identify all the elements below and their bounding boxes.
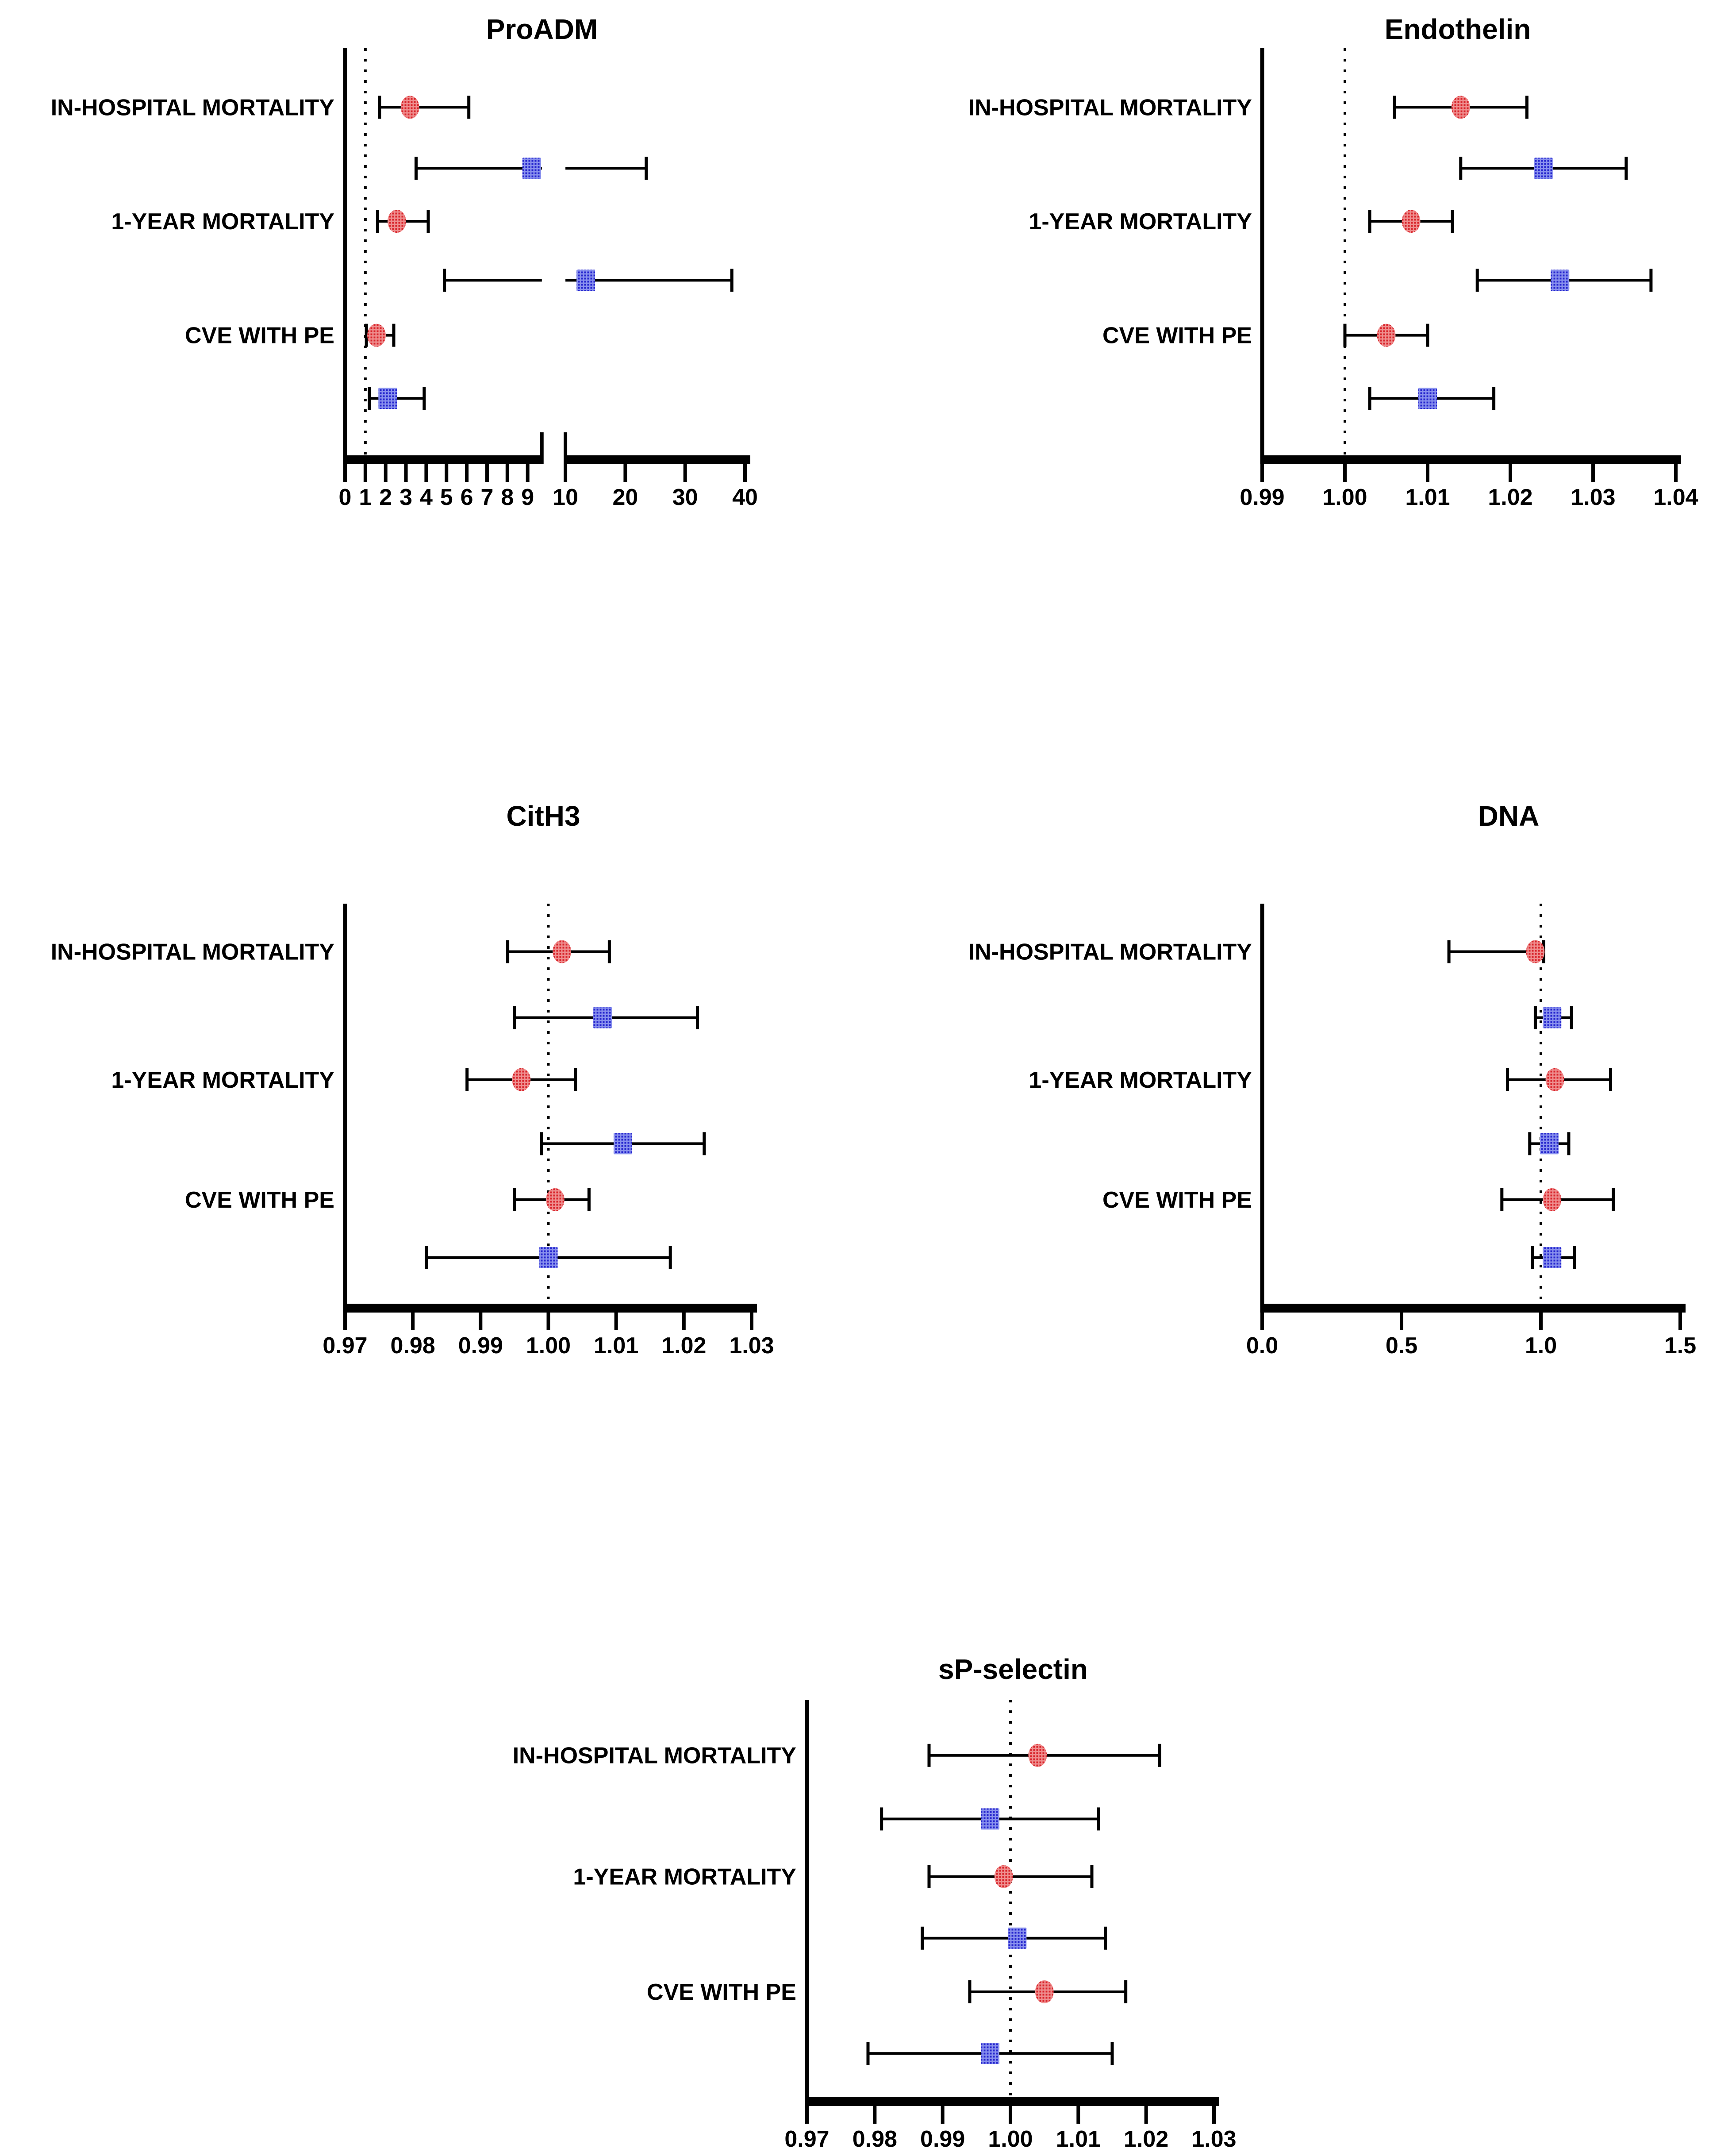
x-tick-label: 1.04 <box>1653 485 1698 510</box>
category-label: 1-YEAR MORTALITY <box>111 209 334 235</box>
x-tick-label: 1.00 <box>526 1333 571 1359</box>
marker-blue-square <box>1418 388 1437 409</box>
x-tick-label: 0.98 <box>391 1333 435 1359</box>
marker-blue-square <box>1008 1927 1027 1949</box>
marker-blue-square <box>981 1808 999 1830</box>
forest-plot-dna: 0.0 0.5 1.0 1.5 IN-HOSPITAL MORTALITY 1-YEAR … <box>968 904 1696 1359</box>
x-tick-label: 20 <box>612 485 638 510</box>
x-tick-label: 3 <box>399 485 412 510</box>
category-label: 1-YEAR MORTALITY <box>1029 1067 1252 1093</box>
x-tick-label: 2 <box>379 485 392 510</box>
x-tick-label: 0.5 <box>1386 1333 1417 1359</box>
marker-blue-square <box>1543 1007 1562 1028</box>
plot-title-cith3: CitH3 <box>506 800 580 832</box>
marker-red-circle <box>1543 1188 1562 1211</box>
x-tick-label: 0.99 <box>1240 485 1284 510</box>
marker-red-circle <box>400 96 419 119</box>
category-label: 1-YEAR MORTALITY <box>111 1067 334 1093</box>
forest-plot-proadm: 0 1 2 3 4 5 6 7 8 9 10 20 30 40 IN-HOSPITAL MORTALITY 1… <box>51 48 758 510</box>
x-tick-label: 0.97 <box>784 2126 829 2152</box>
x-tick-label: 1.01 <box>1056 2126 1101 2152</box>
category-label: IN-HOSPITAL MORTALITY <box>513 1743 796 1769</box>
marker-blue-square <box>1543 1247 1562 1269</box>
x-tick-label: 7 <box>481 485 494 510</box>
category-label: IN-HOSPITAL MORTALITY <box>968 939 1252 965</box>
x-tick-label: 40 <box>732 485 758 510</box>
x-tick-label: 10 <box>553 485 578 510</box>
marker-red-circle <box>1035 1980 1054 2004</box>
x-tick-label: 1.0 <box>1525 1333 1557 1359</box>
x-tick-label: 8 <box>501 485 514 510</box>
x-tick-label: 1 <box>359 485 372 510</box>
x-tick-label: 1.01 <box>594 1333 638 1359</box>
x-tick-label: 0.99 <box>458 1333 503 1359</box>
marker-blue-square <box>1540 1133 1559 1155</box>
x-tick-label: 1.03 <box>729 1333 774 1359</box>
category-label: CVE WITH PE <box>185 1187 334 1213</box>
category-label: 1-YEAR MORTALITY <box>1029 209 1252 235</box>
forest-plot-endothelin: 0.99 1.00 1.01 1.02 1.03 1.04 IN-HOSPITAL MORT… <box>968 48 1698 510</box>
marker-blue-square <box>613 1133 632 1155</box>
category-label: IN-HOSPITAL MORTALITY <box>968 95 1252 120</box>
forest-plot-spselectin: 0.97 0.98 0.99 1.00 1.01 1.02 1.03 IN-HOSPITAL … <box>513 1700 1237 2152</box>
x-tick-label: 1.02 <box>1488 485 1532 510</box>
plot-title-proadm: ProADM <box>486 13 598 45</box>
x-tick-label: 0 <box>339 485 352 510</box>
marker-red-circle <box>1545 1068 1564 1091</box>
x-tick-label: 1.03 <box>1191 2126 1236 2152</box>
marker-blue-square <box>378 388 397 409</box>
category-label: CVE WITH PE <box>647 1979 796 2005</box>
category-label: IN-HOSPITAL MORTALITY <box>51 95 334 120</box>
x-tick-label: 0.99 <box>920 2126 965 2152</box>
marker-blue-square <box>576 270 595 291</box>
category-label: 1-YEAR MORTALITY <box>573 1864 796 1890</box>
category-label: IN-HOSPITAL MORTALITY <box>51 939 334 965</box>
x-tick-label: 1.02 <box>661 1333 706 1359</box>
x-tick-label: 0.98 <box>853 2126 897 2152</box>
marker-blue-square <box>1551 270 1570 291</box>
x-tick-label: 9 <box>521 485 534 510</box>
marker-red-circle <box>1402 210 1421 233</box>
marker-red-circle <box>367 323 386 347</box>
marker-red-circle <box>1377 323 1396 347</box>
marker-red-circle <box>1028 1744 1047 1767</box>
x-tick-label: 1.03 <box>1571 485 1615 510</box>
category-label: CVE WITH PE <box>1102 323 1252 349</box>
marker-red-circle <box>1451 96 1470 119</box>
category-label: CVE WITH PE <box>185 323 334 349</box>
category-label: CVE WITH PE <box>1102 1187 1252 1213</box>
marker-blue-square <box>1534 158 1553 179</box>
marker-red-circle <box>553 940 572 963</box>
x-tick-label: 1.02 <box>1124 2126 1168 2152</box>
x-tick-label: 1.00 <box>1322 485 1367 510</box>
marker-red-circle <box>545 1188 565 1211</box>
x-tick-label: 0.0 <box>1246 1333 1278 1359</box>
x-tick-label: 5 <box>440 485 453 510</box>
x-tick-label: 6 <box>461 485 473 510</box>
x-tick-label: 4 <box>420 485 433 510</box>
marker-blue-square <box>593 1007 612 1028</box>
plot-title-dna: DNA <box>1478 800 1540 832</box>
marker-blue-square <box>981 2043 999 2064</box>
x-tick-label: 1.01 <box>1405 485 1450 510</box>
marker-blue-square <box>522 158 541 179</box>
marker-red-circle <box>512 1068 531 1091</box>
marker-blue-square <box>539 1247 558 1269</box>
x-tick-label: 1.5 <box>1664 1333 1696 1359</box>
forest-plot-cith3: 0.97 0.98 0.99 1.00 1.01 1.02 1.03 IN-HOSPITAL … <box>51 904 774 1359</box>
plot-title-spselectin: sP-selectin <box>938 1653 1088 1685</box>
marker-red-circle <box>387 210 406 233</box>
x-tick-label: 1.00 <box>988 2126 1033 2152</box>
x-tick-label: 30 <box>672 485 698 510</box>
marker-red-circle <box>994 1865 1013 1888</box>
plot-title-endothelin: Endothelin <box>1385 13 1531 45</box>
x-tick-label: 0.97 <box>323 1333 367 1359</box>
marker-red-circle <box>1526 940 1545 963</box>
